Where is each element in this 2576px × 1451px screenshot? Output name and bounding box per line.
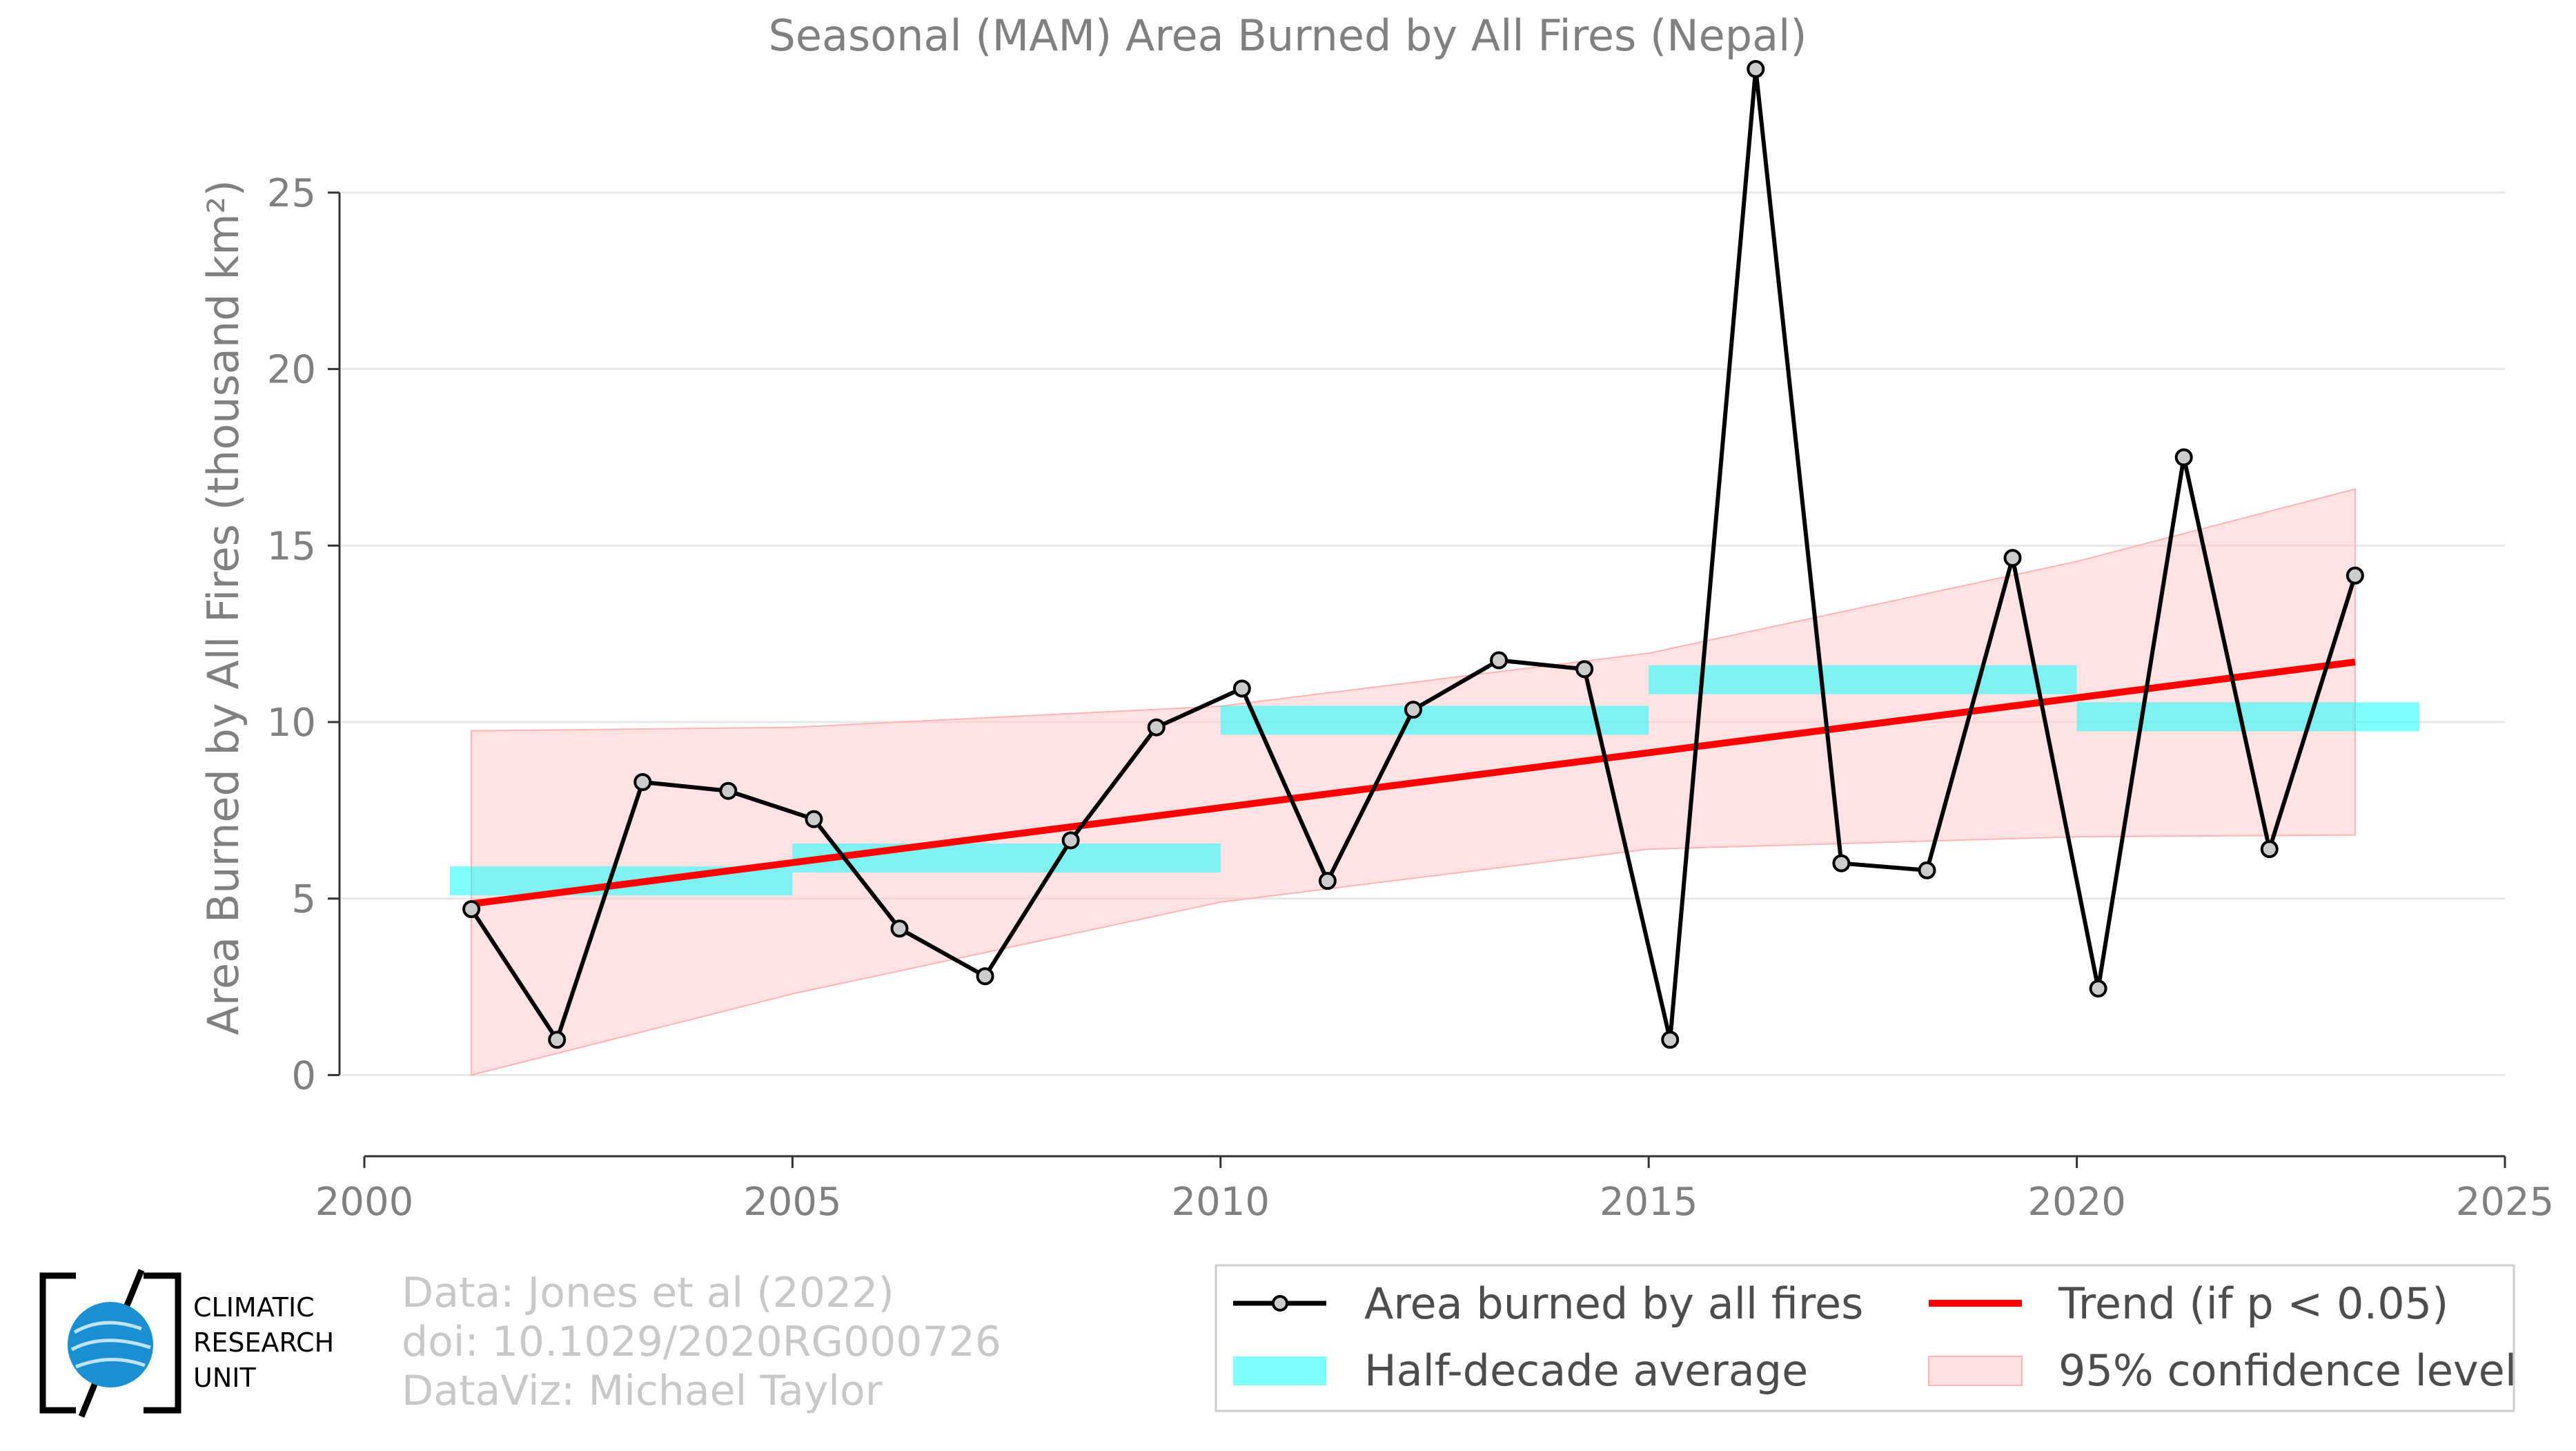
data-point [890, 919, 909, 938]
data-point [719, 781, 738, 800]
x-tick-label: 2020 [2027, 1180, 2126, 1225]
credit-line1: Data: Jones et al (2022) [402, 1269, 894, 1317]
half-decade-bar [792, 843, 1221, 873]
data-point [548, 1031, 567, 1049]
x-tick-label: 2015 [1600, 1180, 1698, 1225]
data-point [1318, 872, 1337, 890]
data-point [2089, 980, 2107, 998]
data-point [1575, 660, 1594, 679]
y-tick-label: 25 [267, 171, 316, 216]
data-point [2260, 840, 2279, 859]
data-point [805, 810, 823, 828]
half-decade-bar [1649, 665, 2077, 694]
legend-swatch-confidence [1928, 1356, 2023, 1386]
data-point [1147, 718, 1166, 737]
data-point [1918, 861, 1936, 879]
credit-line2: doi: 10.1029/2020RG000726 [402, 1318, 1002, 1366]
y-tick-label: 0 [291, 1053, 316, 1098]
data-point [633, 772, 652, 791]
data-point [1232, 679, 1251, 698]
legend-label-half-decade: Half-decade average [1364, 1345, 1808, 1396]
x-tick-label: 2000 [315, 1180, 414, 1225]
x-tick-label: 2005 [743, 1180, 842, 1225]
data-point [2346, 566, 2364, 585]
series-line [462, 60, 2364, 1049]
legend: Area burned by all fires Half-decade ave… [1215, 1264, 2517, 1412]
y-tick-label: 20 [267, 348, 316, 393]
data-point [2003, 549, 2022, 567]
y-tick-label: 10 [267, 701, 316, 746]
legend-marker-series [1272, 1295, 1288, 1312]
globe-icon [68, 1302, 153, 1387]
data-point [2174, 448, 2193, 467]
credit-line3: DataViz: Michael Taylor [402, 1367, 883, 1415]
data-point [1747, 60, 1765, 78]
data-point [1832, 854, 1851, 873]
y-tick-label: 15 [267, 524, 316, 569]
logo-bracket-left [39, 1272, 76, 1414]
chart-title: Seasonal (MAM) Area Burned by All Fires … [768, 10, 1807, 61]
half-decade-bar [2076, 702, 2419, 732]
data-credits: Data: Jones et al (2022) doi: 10.1029/20… [402, 1269, 1001, 1416]
legend-swatch-half-decade [1233, 1356, 1326, 1385]
logo-text-line2: RESEARCH [193, 1327, 334, 1358]
legend-label-series: Area burned by all fires [1364, 1278, 1863, 1329]
data-point [462, 900, 481, 919]
data-point [1490, 651, 1508, 670]
cru-logo: CLIMATIC RESEARCH UNIT [39, 1269, 334, 1418]
legend-label-confidence: 95% confidence level [2058, 1345, 2517, 1396]
y-axis-label: Area Burned by All Fires (thousand km²) [198, 179, 248, 1035]
data-point [1404, 701, 1422, 719]
data-point [976, 967, 994, 986]
x-tick-label: 2010 [1172, 1180, 1270, 1225]
legend-box [1215, 1264, 2515, 1412]
globe-swirl [70, 1321, 151, 1369]
data-point [1661, 1031, 1680, 1049]
legend-label-trend: Trend (if p < 0.05) [2058, 1278, 2448, 1329]
logo-text-line3: UNIT [193, 1363, 256, 1393]
half-decade-bar [1220, 705, 1649, 735]
logo-bracket-right [144, 1272, 181, 1414]
data-point [1061, 831, 1080, 850]
y-tick-label: 5 [291, 877, 316, 922]
logo-text-line1: CLIMATIC [193, 1292, 315, 1323]
x-tick-label: 2025 [2456, 1180, 2555, 1225]
